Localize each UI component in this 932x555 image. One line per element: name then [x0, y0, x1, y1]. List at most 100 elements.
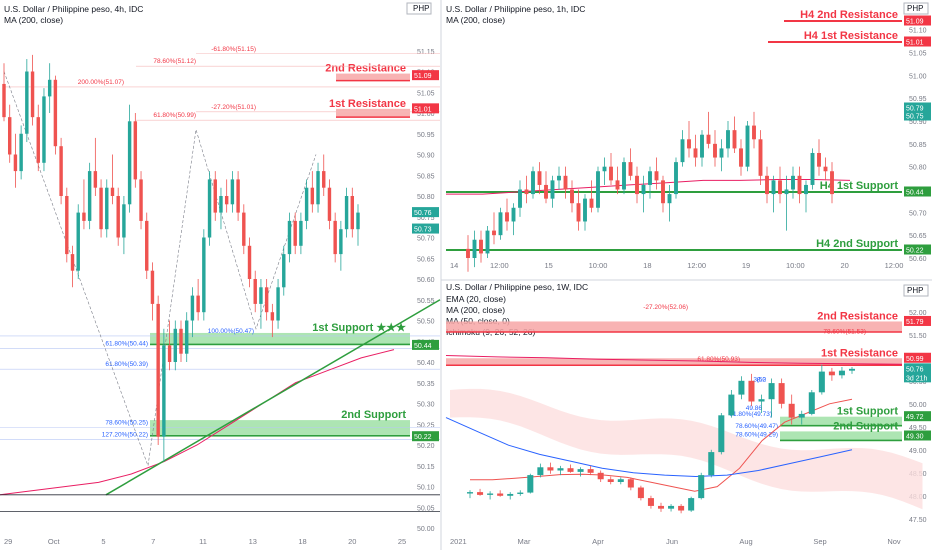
h4-y-tick: 50.90: [417, 153, 435, 160]
h1-candle-body: [628, 162, 633, 176]
w1-price-label-box: [904, 352, 931, 363]
h1-candle-body: [648, 171, 652, 185]
h1-x-tick: 10:00: [786, 261, 805, 270]
h4-candle-body: [276, 287, 280, 321]
h1-y-tick: 50.95: [909, 96, 927, 103]
w1-candle-body: [557, 468, 564, 471]
h1-y-tick: 50.70: [909, 210, 927, 217]
h4-fib-label: -27.20%(51.01): [211, 104, 256, 111]
h1-x-tick: 19: [742, 261, 750, 270]
w1-price-label: 49.72: [906, 414, 924, 421]
h1-candle-body: [615, 180, 620, 190]
h1-candle-body: [485, 230, 490, 254]
h1-x-tick: 12:00: [490, 261, 509, 270]
h4-y-tick: 50.30: [417, 402, 435, 409]
h1-price-label: 50.79: [906, 106, 924, 113]
h4-price-label-box: [412, 431, 439, 442]
h4-y-tick: 50.00: [417, 526, 435, 533]
h4-candle-body: [184, 320, 189, 354]
h1-candle-body: [576, 203, 581, 222]
w1-currency-badge-box: [903, 284, 929, 297]
h4-x-tick: 11: [199, 537, 207, 546]
h4-x-tick: 5: [101, 537, 105, 546]
w1-candle-body: [828, 371, 835, 376]
w1-x-tick: Jun: [666, 537, 678, 546]
w1-zone-label: 1st Resistance: [821, 347, 898, 359]
w1-candle-body: [678, 505, 685, 511]
w1-candle-body: [466, 492, 474, 494]
h1-candle-body: [609, 166, 613, 181]
h1-candle-body: [804, 184, 808, 195]
h1-candle-body: [498, 212, 503, 236]
h1-x-tick: 20: [840, 261, 848, 270]
h1-candle-body: [544, 184, 548, 199]
h4-candle-body: [190, 295, 195, 321]
w1-ma200-line: [445, 355, 903, 365]
h1-candle-body: [557, 175, 561, 181]
h4-currency-badge: PHP: [413, 4, 429, 13]
w1-candle-body: [758, 399, 765, 402]
h1-candle-body: [758, 139, 763, 176]
w1-candle-body: [688, 498, 695, 511]
w1-indicator-ma50: MA (50, close, 0): [446, 316, 510, 326]
h4-price-label-box: [412, 70, 439, 81]
h4-candle-body: [310, 187, 315, 205]
h1-candle-body: [784, 189, 789, 195]
w1-candle-body: [698, 475, 705, 499]
h1-candle-body: [472, 239, 477, 258]
w1-y-tick: 49.00: [909, 448, 927, 455]
h1-y-tick: 50.90: [909, 119, 927, 126]
h1-candle-body: [719, 148, 724, 158]
h4-zone-label: 2nd Resistance: [325, 63, 406, 75]
w1-candle-body: [798, 413, 805, 418]
h4-x-tick: 7: [151, 537, 155, 546]
h4-candle-body: [304, 187, 309, 221]
w1-currency-badge: PHP: [907, 286, 923, 295]
h4-y-tick: 50.70: [417, 236, 435, 243]
w1-candle-body: [547, 467, 554, 471]
h1-ma200-line: [446, 179, 851, 195]
h4-candle-body: [356, 212, 360, 230]
h4-candle-body: [207, 179, 212, 238]
h1-y-tick: 50.80: [909, 165, 927, 172]
h1-candle-body: [531, 171, 535, 195]
h1-y-tick: 50.65: [909, 233, 927, 240]
h4-fib-label: 61.80%(50.39): [105, 361, 148, 368]
h1-y-tick: 51.10: [909, 28, 927, 35]
h1-level-label: H4 1st Resistance: [804, 30, 898, 42]
w1-fib-label: 61.80%(49.73): [729, 411, 772, 418]
h4-subtitle: MA (200, close): [4, 15, 63, 25]
w1-price-label: 50.76: [906, 366, 924, 373]
h4-zone-resistance: [336, 73, 410, 81]
h4-candle-body: [344, 196, 349, 230]
h1-candle-body: [674, 162, 678, 195]
h4-candle-body: [36, 117, 40, 163]
w1-x-tick: 2021: [450, 537, 467, 546]
h1-title: U.S. Dollar / Philippine peso, 1h, IDC: [446, 4, 585, 14]
h4-y-tick: 50.85: [417, 173, 435, 180]
h4-candle-body: [59, 146, 63, 196]
h4-candle-body: [87, 171, 92, 221]
h4-swing-lines: [3, 71, 317, 466]
h1-candle-body: [583, 198, 587, 222]
h4-y-tick: 50.35: [417, 381, 435, 388]
h4-candle-body: [70, 254, 75, 271]
h4-candle-body: [236, 179, 240, 213]
h1-candle-body: [518, 189, 522, 208]
w1-price-label-box: [904, 363, 931, 374]
w1-fib-label: 78.60%(49.29): [735, 431, 778, 438]
h4-x-tick: 20: [348, 537, 356, 546]
h4-candle-body: [116, 196, 120, 238]
h4-y-tick: 50.05: [417, 505, 435, 512]
h4-candle-body: [105, 187, 109, 230]
w1-zone-label: 1st Support: [837, 406, 898, 418]
h1-price-label: 50.75: [906, 114, 924, 121]
h4-zone-label: 2nd Support: [341, 409, 406, 421]
w1-price-label: 51.79: [906, 319, 924, 326]
h4-candle-body: [179, 328, 183, 354]
w1-candle-body: [738, 380, 745, 395]
h4-candle-body: [316, 171, 320, 205]
h1-level-label: H4 2nd Support: [816, 238, 898, 250]
h1-chart: 51.10 51.05 51.00 50.95 50.90 50.85 50.80 50.75…: [446, 9, 931, 272]
